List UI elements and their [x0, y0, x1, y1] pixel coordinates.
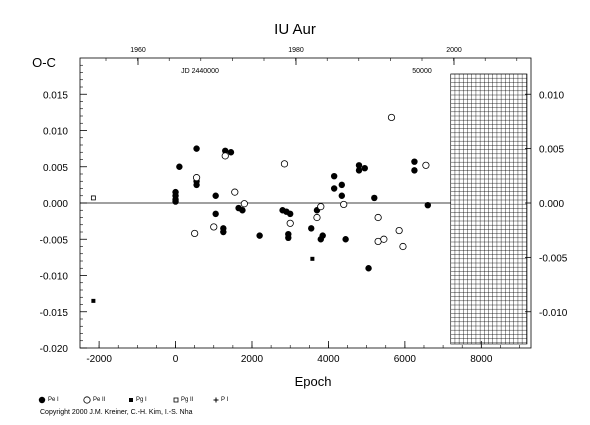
point-pe1 [227, 149, 235, 156]
y-tick-label-left: -0.020 [40, 344, 69, 355]
point-pe1 [342, 236, 349, 243]
point-pe1 [287, 210, 294, 218]
point-pe1 [285, 234, 292, 241]
point-pe1 [411, 167, 418, 174]
point-pe2 [380, 235, 388, 243]
grid-region [450, 73, 528, 345]
point-pg1 [91, 298, 96, 303]
y-tick-label-right: 0.010 [539, 90, 564, 101]
legend-item-pg2: Pg II [173, 395, 193, 405]
year-tick-label: 1960 [130, 47, 146, 54]
point-pe1 [256, 232, 263, 239]
point-pe1 [424, 201, 432, 209]
filled-square-icon [129, 398, 133, 402]
y-tick-label-left: -0.010 [40, 272, 69, 283]
point-pe2 [395, 226, 403, 235]
point-pg1 [310, 256, 315, 261]
point-pg2 [90, 195, 96, 201]
point-pe1 [220, 228, 227, 236]
point-pe2 [313, 213, 321, 222]
point-pe2 [387, 113, 396, 122]
point-pe2 [210, 223, 218, 231]
y-tick-label-right: 0.000 [539, 199, 564, 210]
point-pe1 [330, 172, 338, 180]
point-pe2 [240, 200, 248, 208]
point-pe2 [317, 203, 325, 211]
filled-circle-icon [38, 396, 46, 404]
x-tick-label: 2000 [241, 354, 264, 365]
point-pe1 [193, 145, 200, 152]
point-pe1 [308, 225, 315, 232]
legend-item-p1: P I [213, 395, 228, 405]
y-tick-label-right: 0.005 [539, 145, 564, 156]
point-pe1 [176, 163, 183, 170]
legend-label: Pe II [93, 397, 106, 403]
point-pe2 [399, 242, 407, 251]
legend: Pe I Pe II Pg I Pg II P I [38, 395, 338, 405]
y-tick-label-left: -0.005 [40, 235, 69, 246]
point-pe2 [192, 174, 201, 182]
tick-marks: 0.015 0.010 0.005 0.000 -0.005 -0.010 -0.015 -0… [40, 47, 568, 365]
legend-label: Pe I [48, 397, 59, 403]
y-tick-label-left: -0.015 [40, 308, 69, 319]
open-square-icon [173, 397, 179, 403]
point-pe2 [231, 188, 239, 196]
y-axis-label: O-C [32, 55, 56, 70]
y-tick-label-right: -0.005 [539, 253, 568, 264]
point-pe2 [221, 152, 229, 160]
jd-label-right: 50000 [412, 68, 432, 75]
y-tick-label-left: 0.010 [43, 127, 68, 138]
point-pe2 [422, 161, 430, 169]
point-pe1 [172, 198, 179, 205]
year-tick-label: 2000 [446, 47, 462, 54]
point-pe1 [371, 194, 378, 202]
point-pe1 [338, 192, 346, 199]
legend-label: Pg I [136, 397, 147, 403]
chart-title: IU Aur [274, 21, 316, 38]
legend-item-pe1: Pe I [38, 395, 59, 405]
x-tick-label: 6000 [394, 354, 417, 365]
point-pe1 [338, 181, 346, 189]
point-pe2 [280, 160, 289, 168]
point-pe1 [330, 185, 338, 192]
point-pe2 [286, 219, 294, 227]
open-circle-icon [83, 396, 91, 404]
data-markers [90, 113, 432, 303]
point-pe2 [374, 213, 382, 222]
point-pe1 [411, 158, 418, 165]
legend-label: P I [221, 397, 229, 403]
point-pe1 [222, 147, 229, 154]
grid-region-box [450, 73, 528, 345]
x-tick-label: 8000 [470, 354, 493, 365]
jd-label-left: JD 2440000 [181, 68, 219, 75]
legend-label: Pg II [181, 397, 194, 403]
point-pe1 [212, 210, 219, 218]
point-pe1 [365, 265, 372, 272]
point-pe1 [193, 181, 200, 189]
plus-icon [213, 397, 219, 403]
point-pe2 [191, 229, 199, 238]
point-pe1 [361, 165, 368, 172]
x-tick-label: 0 [173, 354, 179, 365]
legend-item-pe2: Pe II [83, 395, 105, 405]
x-tick-label: -2000 [86, 354, 112, 365]
copyright-note: Copyright 2000 J.M. Kreiner, C.-H. Kim, … [40, 409, 193, 416]
point-pe1 [319, 232, 326, 239]
x-axis-label: Epoch [295, 374, 332, 389]
legend-item-pg1: Pg I [128, 395, 147, 405]
y-tick-label-left: 0.015 [43, 90, 68, 101]
y-tick-label-right: -0.010 [539, 308, 568, 319]
y-tick-label-left: 0.000 [43, 199, 68, 210]
point-pe1 [355, 162, 363, 169]
point-pe1 [239, 207, 246, 214]
y-tick-label-left: 0.005 [43, 163, 68, 174]
point-pe2 [340, 200, 348, 209]
year-tick-label: 1980 [288, 47, 304, 54]
x-tick-label: 4000 [317, 354, 340, 365]
point-pe1 [355, 167, 363, 174]
point-pe1 [212, 192, 219, 199]
